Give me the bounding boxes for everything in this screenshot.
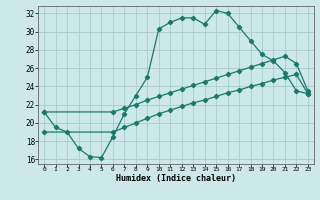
X-axis label: Humidex (Indice chaleur): Humidex (Indice chaleur) [116, 174, 236, 183]
